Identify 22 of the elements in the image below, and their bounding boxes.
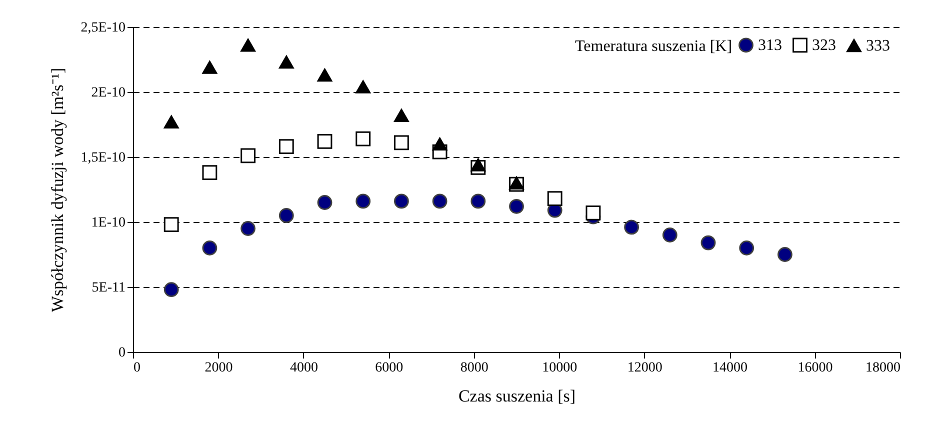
y-tick-label: 2E-10 [91,86,126,100]
x-tick-label: 14000 [712,360,748,376]
x-tick-label: 8000 [460,360,488,376]
x-tick-label: 0 [134,360,140,376]
x-axis-title: Czas suszenia [s] [458,386,576,406]
x-tick-label: 16000 [798,360,833,376]
legend-title: Temeratura suszenia [K] [575,38,732,55]
x-tick-label: 18000 [866,360,900,376]
x-tick-label: 4000 [290,360,318,376]
legend-label: 323 [812,37,836,54]
y-tick-label: 5E-11 [92,280,126,296]
y-tick-label: 1E-10 [91,216,126,230]
legend-label: 313 [758,37,782,54]
y-axis-title: Współczynnik dyfuzji wody [m²s⁻¹] [48,68,67,312]
legend-label: 333 [866,38,890,55]
x-tick-label: 2000 [204,360,233,376]
y-tick-label: 1,5E-10 [80,150,126,166]
x-tick-label: 10000 [542,360,578,376]
y-tick-label: 0 [118,346,126,360]
x-tick-label: 12000 [627,360,662,376]
y-tick-label: 2,5E-10 [80,20,126,36]
x-tick-label: 6000 [375,360,404,376]
